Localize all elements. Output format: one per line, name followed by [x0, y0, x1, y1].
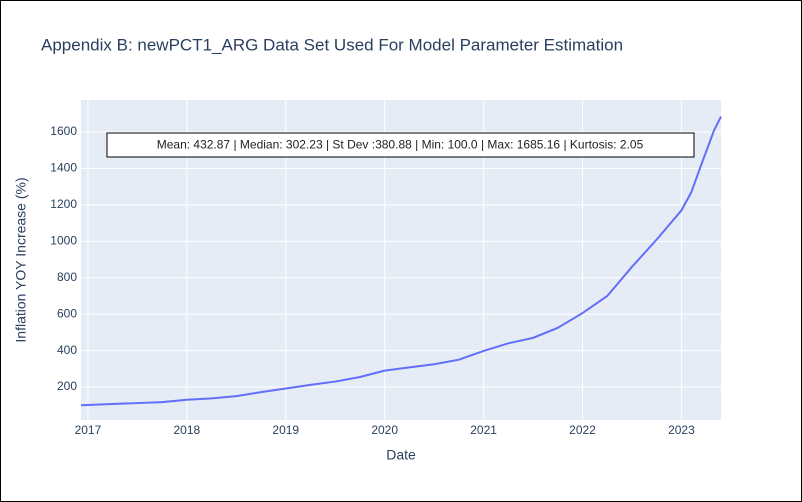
y-tick-label: 200 [57, 379, 77, 393]
x-tick-label: 2020 [371, 423, 398, 437]
y-tick-label: 1400 [50, 161, 77, 175]
x-tick-label: 2023 [668, 423, 695, 437]
x-tick-label: 2017 [75, 423, 102, 437]
y-tick-label: 1600 [50, 124, 77, 138]
y-tick-label: 1000 [50, 234, 77, 248]
x-tick-label: 2022 [569, 423, 596, 437]
data-line [80, 116, 722, 407]
y-tick-label: 600 [57, 306, 77, 320]
x-tick-label: 2018 [173, 423, 200, 437]
y-tick-label: 800 [57, 270, 77, 284]
x-axis-label: Date [386, 447, 416, 463]
x-tick-label: 2021 [470, 423, 497, 437]
annotation: Mean: 432.87 | Median: 302.23 | St Dev :… [157, 138, 644, 152]
y-axis-label: Inflation YOY Increase (%) [13, 177, 29, 342]
chart-title: Appendix B: newPCT1_ARG Data Set Used Fo… [41, 35, 623, 54]
y-tick-label: 400 [57, 343, 77, 357]
annotation-box [106, 132, 695, 158]
y-tick-label: 1200 [50, 197, 77, 211]
x-tick-label: 2019 [272, 423, 299, 437]
